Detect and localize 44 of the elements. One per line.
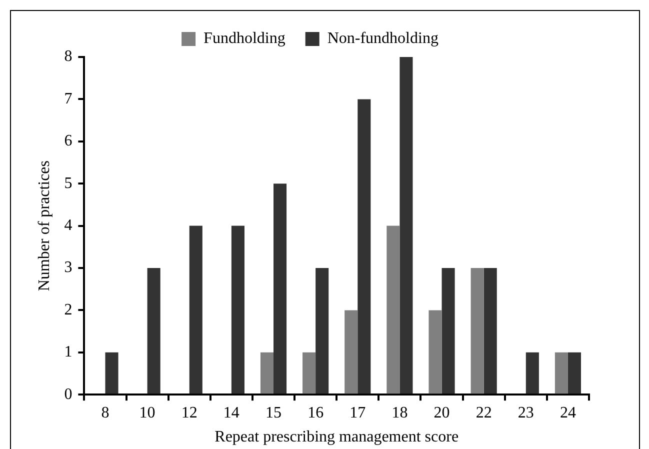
legend-label: Non-fundholding: [327, 30, 438, 48]
bar: [231, 226, 244, 394]
x-axis-title: Repeat prescribing management score: [214, 428, 459, 446]
bar: [274, 184, 287, 394]
bar: [554, 352, 568, 394]
bar: [400, 57, 413, 394]
x-tick-label: 15: [266, 404, 282, 422]
x-tick-label: 22: [476, 404, 492, 422]
bar: [442, 268, 455, 394]
legend-label: Fundholding: [204, 30, 286, 48]
x-tick-label: 17: [350, 404, 366, 422]
y-tick-label: 1: [64, 344, 72, 361]
bar: [358, 99, 371, 394]
x-tick-label: 10: [139, 404, 156, 422]
y-tick-label: 4: [64, 217, 72, 234]
x-tick-label: 16: [308, 404, 324, 422]
x-tick-label: 20: [434, 404, 450, 422]
bar: [526, 352, 539, 394]
y-tick-label: 8: [64, 48, 72, 66]
bar: [484, 268, 497, 394]
bar: [568, 352, 582, 394]
y-tick-label: 5: [64, 174, 72, 192]
y-axis-title: Number of practices: [36, 160, 53, 292]
y-tick-label: 3: [64, 259, 72, 276]
x-tick-label: 12: [181, 404, 198, 422]
y-tick-label: 2: [64, 301, 72, 318]
bar: [386, 226, 400, 394]
y-tick-label: 7: [64, 90, 72, 108]
bar: [470, 268, 484, 394]
bar: [105, 352, 118, 394]
x-tick-label: 24: [560, 404, 576, 422]
bar: [302, 352, 316, 394]
y-tick-label: 6: [64, 132, 72, 150]
x-tick-label: 8: [101, 404, 110, 422]
bar: [344, 310, 358, 394]
bar: [147, 268, 160, 394]
x-tick-label: 23: [518, 404, 534, 422]
bar: [316, 268, 329, 394]
bar: [428, 310, 442, 394]
bar: [260, 352, 274, 394]
bar: [189, 226, 202, 394]
x-tick-label: 14: [223, 404, 240, 422]
y-tick-label: 0: [64, 386, 72, 403]
x-tick-label: 18: [392, 404, 408, 422]
